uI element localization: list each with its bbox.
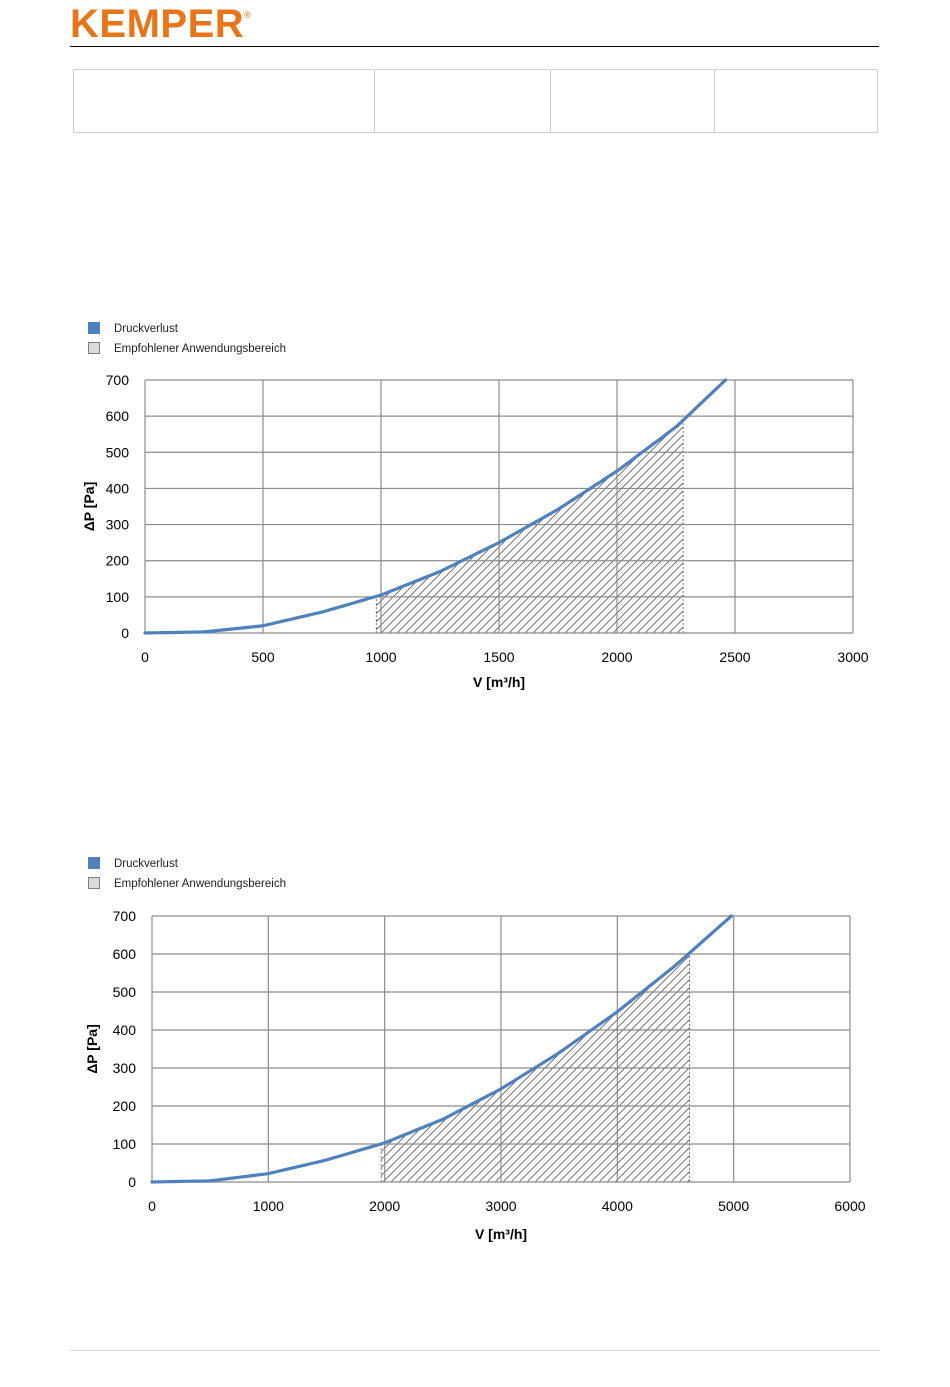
header-table-row — [73, 69, 878, 133]
x-tick-label: 0 — [148, 1198, 156, 1214]
brand-name: KEMPER — [70, 2, 245, 46]
legend-label: Empfohlener Anwendungsbereich — [114, 343, 286, 355]
header-table-cell — [374, 69, 551, 133]
header-table-cell — [550, 69, 715, 133]
x-axis-title: V [m³/h] — [475, 1226, 527, 1242]
pressure-loss-chart-2: Druckverlust Empfohlener Anwendungsbereic… — [0, 845, 950, 1245]
chart-legend: Druckverlust Empfohlener Anwendungsbereic… — [88, 857, 286, 890]
x-tick-label: 1500 — [483, 649, 514, 665]
x-tick-label: 1000 — [253, 1198, 284, 1214]
x-tick-label: 2000 — [369, 1198, 400, 1214]
x-tick-label: 5000 — [718, 1198, 749, 1214]
footer-rule — [70, 1350, 879, 1351]
legend-swatch — [88, 322, 100, 334]
recommended-range-area — [381, 953, 690, 1182]
y-tick-label: 500 — [113, 984, 137, 1000]
x-tick-label: 3000 — [485, 1198, 516, 1214]
header-table-cell — [714, 69, 878, 133]
header-rule — [70, 46, 879, 47]
x-tick-label: 6000 — [834, 1198, 865, 1214]
y-tick-label: 600 — [106, 408, 130, 424]
x-tick-label: 4000 — [602, 1198, 633, 1214]
y-tick-label: 100 — [106, 589, 130, 605]
legend-label: Druckverlust — [114, 858, 179, 870]
y-axis-title: ΔP [Pa] — [81, 482, 97, 532]
chart-grid — [151, 915, 851, 1183]
legend-swatch — [88, 342, 100, 354]
chart-svg: Druckverlust Empfohlener Anwendungsbereic… — [84, 857, 866, 1242]
y-axis-title: ΔP [Pa] — [84, 1024, 100, 1074]
y-tick-label: 0 — [128, 1174, 136, 1190]
y-tick-label: 300 — [113, 1060, 137, 1076]
header-table-cell — [73, 69, 375, 133]
chart-svg: Druckverlust Empfohlener Anwendungsbereic… — [81, 322, 869, 690]
y-tick-label: 200 — [113, 1098, 137, 1114]
y-tick-label: 400 — [113, 1022, 137, 1038]
chart-grid — [144, 379, 854, 634]
kemper-logo: KEMPER® — [70, 2, 251, 47]
header-table — [73, 69, 878, 133]
legend-swatch — [88, 857, 100, 869]
x-tick-label: 2000 — [601, 649, 632, 665]
x-tick-label: 1000 — [365, 649, 396, 665]
x-tick-label: 0 — [141, 649, 149, 665]
x-tick-label: 500 — [251, 649, 275, 665]
registered-mark: ® — [244, 10, 252, 20]
series-line-druckverlust — [143, 378, 728, 635]
y-tick-label: 500 — [106, 444, 130, 460]
x-tick-label: 2500 — [719, 649, 750, 665]
y-tick-label: 400 — [106, 480, 130, 496]
series-line-druckverlust — [150, 914, 733, 1184]
legend-label: Druckverlust — [114, 323, 179, 335]
y-tick-label: 700 — [113, 908, 137, 924]
y-tick-label: 700 — [106, 372, 130, 388]
legend-swatch — [88, 877, 100, 889]
y-tick-label: 0 — [121, 625, 129, 641]
y-tick-label: 100 — [113, 1136, 137, 1152]
y-tick-label: 300 — [106, 517, 130, 533]
x-tick-label: 3000 — [837, 649, 868, 665]
legend-label: Empfohlener Anwendungsbereich — [114, 878, 286, 890]
chart-legend: Druckverlust Empfohlener Anwendungsbereic… — [88, 322, 286, 355]
y-tick-label: 600 — [113, 946, 137, 962]
pressure-loss-chart-1: Druckverlust Empfohlener Anwendungsbereic… — [0, 310, 950, 710]
y-tick-label: 200 — [106, 553, 130, 569]
x-axis-title: V [m³/h] — [473, 674, 525, 690]
